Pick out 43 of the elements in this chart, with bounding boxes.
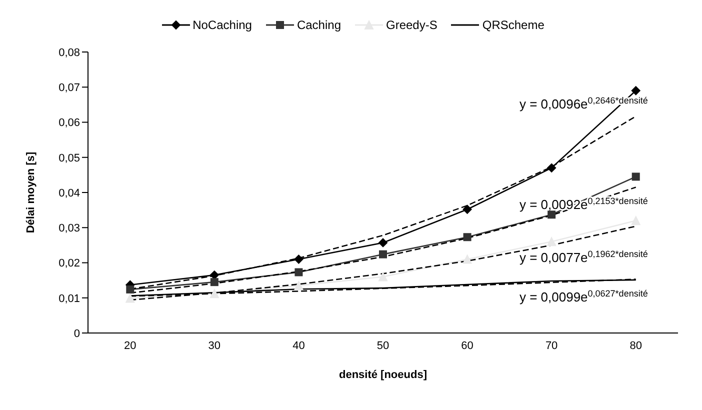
x-tick-label: 40	[292, 340, 305, 352]
point	[126, 285, 134, 294]
y-tick-label: 0,02	[58, 258, 80, 270]
point	[294, 254, 304, 264]
x-tick-label: 70	[545, 340, 558, 352]
legend-label: QRScheme	[482, 18, 544, 32]
y-tick-label: 0	[74, 328, 80, 340]
annotation: y = 0,0099e$^{0,0627*densité}$	[519, 288, 648, 304]
point	[126, 294, 135, 303]
legend-label: Greedy-S	[386, 18, 438, 32]
point	[632, 172, 640, 181]
y-tick-label: 0,01	[58, 292, 80, 305]
x-tick-label: 80	[630, 340, 642, 352]
y-tick-label: 0,08	[58, 46, 80, 59]
legend-label: Caching	[296, 18, 341, 32]
y-tick-label: 0,03	[58, 222, 80, 235]
y-tick-label: 0,05	[58, 152, 80, 164]
y-tick-label: 0,04	[58, 187, 80, 200]
annotation: y = 0,0077e$^{0,1962*densité}$	[519, 249, 648, 266]
point	[631, 86, 640, 96]
point	[210, 278, 218, 286]
point	[631, 216, 640, 226]
point	[294, 268, 303, 276]
x-tick-label: 30	[208, 340, 221, 352]
point	[547, 237, 556, 246]
point	[463, 233, 472, 242]
legend-label: NoCaching	[192, 18, 252, 32]
x-tick-label: 50	[376, 340, 390, 352]
point	[378, 238, 388, 248]
x-tick-label: 20	[124, 340, 136, 352]
y-tick-label: 0,06	[58, 117, 80, 130]
x-axis-title: densité [noeuds]	[338, 369, 428, 381]
point	[548, 210, 556, 219]
point	[378, 272, 388, 282]
y-axis-title: Délai moyen [s]	[24, 152, 37, 234]
point	[210, 289, 219, 298]
x-tick-label: 60	[461, 340, 474, 352]
y-tick-label: 0,07	[58, 82, 80, 94]
point	[547, 163, 556, 172]
point	[379, 250, 387, 258]
point	[294, 281, 304, 290]
point	[462, 204, 472, 214]
point	[462, 254, 472, 264]
